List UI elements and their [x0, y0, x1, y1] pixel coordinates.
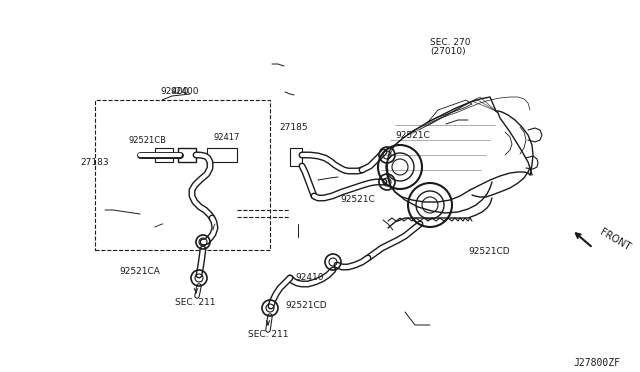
Text: 92521CD: 92521CD	[468, 247, 509, 257]
Text: 27185: 27185	[280, 123, 308, 132]
Bar	[178, 148, 196, 162]
Text: 92400: 92400	[171, 87, 199, 96]
Text: SEC. 211: SEC. 211	[175, 298, 215, 307]
Bar	[155, 148, 173, 162]
Text: 92521CA: 92521CA	[119, 266, 160, 276]
Text: 92521CD: 92521CD	[285, 301, 326, 310]
Text: 92410: 92410	[295, 273, 323, 282]
Text: 92521C: 92521C	[340, 195, 375, 204]
Text: FRONT: FRONT	[598, 227, 632, 253]
Text: 92417: 92417	[213, 133, 239, 142]
Text: 27183: 27183	[80, 157, 109, 167]
Text: (27010): (27010)	[430, 47, 466, 56]
Text: 92521CB: 92521CB	[128, 136, 166, 145]
Text: 92521C: 92521C	[395, 131, 429, 140]
Bar	[207, 148, 237, 162]
Text: SEC. 211: SEC. 211	[248, 330, 288, 339]
Text: SEC. 270: SEC. 270	[430, 38, 470, 47]
Bar	[290, 148, 302, 166]
Text: J27800ZF: J27800ZF	[573, 358, 620, 368]
Bar	[95, 100, 270, 250]
Text: 92400: 92400	[161, 87, 189, 96]
